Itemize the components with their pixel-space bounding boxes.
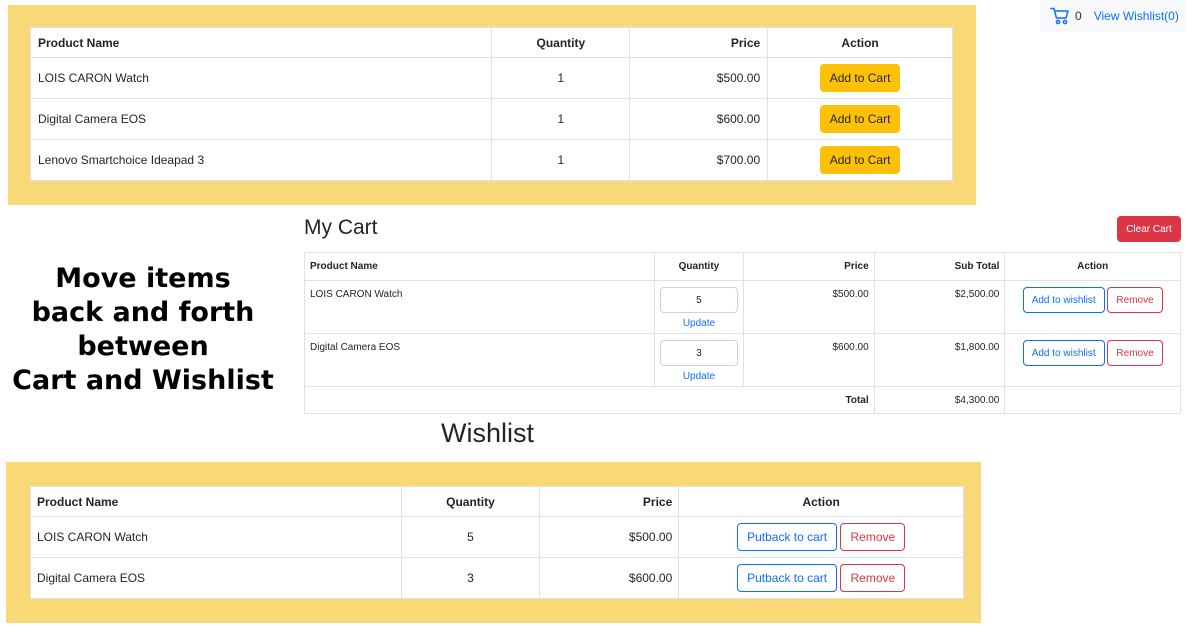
add-to-wishlist-button[interactable]: Add to wishlist	[1022, 287, 1105, 313]
clear-cart-button[interactable]: Clear Cart	[1117, 216, 1181, 242]
remove-button[interactable]: Remove	[840, 564, 906, 592]
cart-count: 0	[1075, 9, 1082, 23]
add-to-cart-button[interactable]: Add to Cart	[819, 146, 901, 174]
cart-title: My Cart	[304, 216, 378, 239]
products-panel: Product Name Quantity Price Action LOIS …	[8, 5, 976, 205]
wishlist-panel: Product Name Quantity Price Action LOIS …	[6, 462, 981, 623]
caption-line: Cart and Wishlist	[12, 365, 274, 396]
product-name: Lenovo Smartchoice Ideapad 3	[29, 139, 493, 181]
putback-to-cart-button[interactable]: Putback to cart	[737, 564, 838, 592]
table-row: Digital Camera EOS 3 $600.00 Putback to …	[30, 557, 964, 599]
cart-item-price: $500.00	[742, 280, 875, 334]
update-link[interactable]: Update	[682, 371, 716, 382]
cart-header-name: Product Name	[304, 252, 655, 281]
table-row: LOIS CARON Watch 1 $500.00 Add to Cart	[29, 57, 953, 99]
product-quantity: 1	[491, 139, 631, 181]
caption-line: Move items	[55, 263, 231, 294]
cart-action-cell: Add to wishlist Remove	[1004, 280, 1181, 334]
product-action-cell: Add to Cart	[767, 57, 953, 99]
quantity-input[interactable]	[659, 287, 738, 313]
remove-button[interactable]: Remove	[840, 523, 906, 551]
product-price: $600.00	[629, 98, 769, 140]
wishlist-title: Wishlist	[441, 418, 534, 448]
cart-header-price: Price	[742, 252, 875, 281]
products-header-row: Product Name Quantity Price Action	[29, 27, 953, 58]
caption-line: between	[77, 331, 209, 362]
wishlist-header-quantity: Quantity	[400, 486, 541, 517]
wishlist-header-action: Action	[678, 486, 964, 517]
caption-line: back and forth	[31, 297, 255, 328]
cart-item-price: $600.00	[742, 333, 875, 387]
table-row: Digital Camera EOS 1 $600.00 Add to Cart	[29, 98, 953, 140]
cart-quantity-cell: Update	[653, 280, 744, 334]
cart-header-row: Product Name Quantity Price Sub Total Ac…	[304, 252, 1181, 281]
quantity-input[interactable]	[659, 340, 738, 366]
update-link[interactable]: Update	[682, 318, 716, 329]
wishlist-item-quantity: 3	[400, 557, 541, 599]
cart-item-subtotal: $1,800.00	[873, 333, 1006, 387]
products-header-name: Product Name	[29, 27, 493, 58]
wishlist-header-row: Product Name Quantity Price Action	[30, 486, 964, 517]
wishlist-header-name: Product Name	[30, 486, 402, 517]
cart-header-action: Action	[1004, 252, 1181, 281]
table-row: Digital Camera EOS Update $600.00 $1,800…	[304, 333, 1181, 387]
wishlist-item-name: LOIS CARON Watch	[30, 516, 402, 558]
cart-quantity-cell: Update	[653, 333, 744, 387]
cart-total-empty-cell	[1004, 386, 1181, 414]
cart-header-quantity: Quantity	[653, 252, 744, 281]
cart-total-row: Total $4,300.00	[304, 386, 1181, 414]
table-row: Lenovo Smartchoice Ideapad 3 1 $700.00 A…	[29, 139, 953, 181]
view-wishlist-link[interactable]: View Wishlist(0)	[1093, 9, 1179, 23]
wishlist-table: Product Name Quantity Price Action LOIS …	[30, 486, 964, 599]
product-name: LOIS CARON Watch	[29, 57, 493, 99]
cart-total-label: Total	[304, 386, 875, 414]
wishlist-item-name: Digital Camera EOS	[30, 557, 402, 599]
products-header-price: Price	[629, 27, 769, 58]
add-to-wishlist-button[interactable]: Add to wishlist	[1022, 340, 1105, 366]
cart-header-subtotal: Sub Total	[873, 252, 1006, 281]
add-to-cart-button[interactable]: Add to Cart	[819, 105, 901, 133]
product-name: Digital Camera EOS	[29, 98, 493, 140]
cart-item-name: LOIS CARON Watch	[304, 280, 655, 334]
table-row: LOIS CARON Watch Update $500.00 $2,500.0…	[304, 280, 1181, 334]
top-nav: 0 View Wishlist(0)	[1040, 0, 1186, 32]
products-table: Product Name Quantity Price Action LOIS …	[29, 27, 953, 181]
cart-action-cell: Add to wishlist Remove	[1004, 333, 1181, 387]
cart-item-subtotal: $2,500.00	[873, 280, 1006, 334]
products-header-action: Action	[767, 27, 953, 58]
cart-item-name: Digital Camera EOS	[304, 333, 655, 387]
cart-total-value: $4,300.00	[873, 386, 1006, 414]
wishlist-item-price: $500.00	[539, 516, 680, 558]
product-action-cell: Add to Cart	[767, 139, 953, 181]
remove-button[interactable]: Remove	[1107, 340, 1163, 366]
table-row: LOIS CARON Watch 5 $500.00 Putback to ca…	[30, 516, 964, 558]
product-action-cell: Add to Cart	[767, 98, 953, 140]
remove-button[interactable]: Remove	[1107, 287, 1163, 313]
product-price: $700.00	[629, 139, 769, 181]
wishlist-action-cell: Putback to cart Remove	[678, 557, 964, 599]
add-to-cart-button[interactable]: Add to Cart	[819, 64, 901, 92]
product-quantity: 1	[491, 57, 631, 99]
promo-caption: Move items back and forth between Cart a…	[4, 262, 282, 398]
wishlist-item-quantity: 5	[400, 516, 541, 558]
wishlist-item-price: $600.00	[539, 557, 680, 599]
putback-to-cart-button[interactable]: Putback to cart	[737, 523, 838, 551]
product-quantity: 1	[491, 98, 631, 140]
wishlist-header-price: Price	[539, 486, 680, 517]
product-price: $500.00	[629, 57, 769, 99]
wishlist-action-cell: Putback to cart Remove	[678, 516, 964, 558]
cart-table: Product Name Quantity Price Sub Total Ac…	[304, 252, 1181, 414]
shopping-cart-icon[interactable]	[1050, 7, 1070, 25]
products-header-quantity: Quantity	[491, 27, 631, 58]
